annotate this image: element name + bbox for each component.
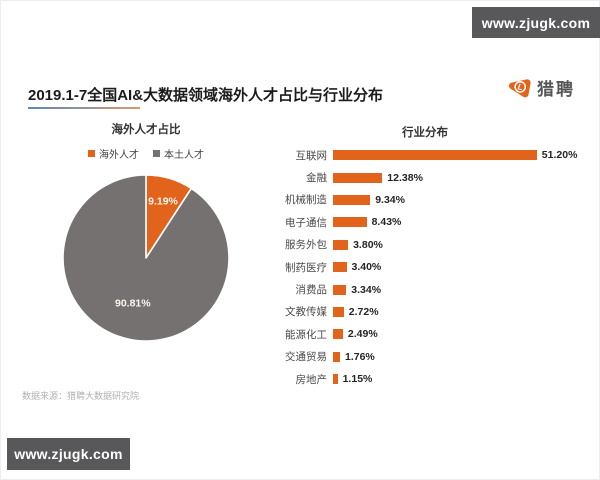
bar-value-label: 8.43% (371, 216, 402, 229)
liepin-logo: L 猎聘 (506, 74, 575, 100)
bar-row: 金融 12.38% (270, 166, 590, 188)
data-source-note: 数据来源：猎聘大数据研究院 (22, 391, 140, 401)
bar-value-label: 51.20% (541, 149, 578, 162)
bar-category-label: 机械制造 (285, 194, 327, 207)
bar (333, 217, 367, 228)
bar-category-label: 房地产 (295, 373, 328, 386)
bar-category-label: 互联网 (295, 149, 328, 162)
bar-value-label: 9.34% (375, 193, 405, 206)
pie-slice-本土人才 (62, 174, 230, 342)
bar-row: 房地产 1.15% (270, 368, 590, 390)
legend-label-overseas: 海外人才 (99, 150, 139, 161)
bar-category-label: 交通贸易 (285, 351, 327, 364)
pie-data-label: 90.81% (115, 298, 151, 310)
bar-category-label: 消费品 (295, 284, 328, 297)
legend-item-domestic: 本土人才 (153, 146, 204, 161)
pie-chart-title: 海外人才占比 (111, 124, 181, 136)
liepin-logo-text: 猎聘 (537, 79, 575, 99)
bar-category-label: 服务外包 (285, 239, 327, 252)
bar-value-label: 12.38% (387, 171, 423, 184)
legend-swatch-overseas (88, 150, 95, 157)
watermark-top: www.zjugk.com (472, 7, 600, 38)
bar (333, 172, 383, 183)
bar (333, 329, 343, 340)
bar-row: 电子通信 8.43% (270, 211, 590, 233)
bar-value-label: 2.49% (347, 328, 378, 341)
bar-category-label: 能源化工 (285, 328, 327, 341)
bar-value-label: 2.72% (348, 305, 379, 318)
bar-value-label: 1.15% (342, 373, 373, 386)
legend-swatch-domestic (153, 150, 160, 157)
pie-legend: 海外人才 本土人才 (0, 146, 292, 161)
bar (333, 239, 349, 250)
bar-row: 交通贸易 1.76% (270, 346, 590, 368)
liepin-logo-icon: L (508, 79, 531, 98)
legend-item-overseas: 海外人才 (88, 146, 139, 161)
bar (333, 284, 347, 295)
page-title: 2019.1-7全国AI&大数据领域海外人才占比与行业分布 (28, 87, 384, 104)
bar-value-label: 3.34% (351, 283, 382, 296)
bar-category-label: 文教传媒 (285, 306, 327, 319)
pie-data-label: 9.19% (148, 196, 178, 208)
bar-value-label: 3.80% (353, 238, 383, 251)
bar (333, 374, 338, 385)
bar (333, 150, 537, 161)
watermark-bottom: www.zjugk.com (7, 438, 130, 470)
legend-label-domestic: 本土人才 (164, 150, 204, 161)
title-underline (28, 107, 140, 109)
liepin-logo-monogram: L (517, 81, 524, 92)
bar-row: 服务外包 3.80% (270, 234, 590, 256)
bar-row: 互联网 51.20% (270, 144, 590, 166)
bar-row: 能源化工 2.49% (270, 323, 590, 345)
bar-chart-title: 行业分布 (402, 127, 448, 139)
bar-row: 消费品 3.34% (270, 278, 590, 300)
bar-row: 文教传媒 2.72% (270, 301, 590, 323)
bar (333, 351, 340, 362)
bar (333, 262, 347, 273)
bar-value-label: 3.40% (351, 261, 382, 274)
bar-row: 机械制造 9.34% (270, 189, 590, 211)
pie-chart: 9.19% 90.81% (62, 174, 230, 342)
bar-category-label: 金融 (306, 172, 327, 185)
bar-category-label: 制药医疗 (285, 261, 327, 274)
bar (333, 306, 344, 317)
bar-category-label: 电子通信 (285, 216, 327, 229)
bar (333, 194, 371, 205)
bar-row: 制药医疗 3.40% (270, 256, 590, 278)
bar-chart: 互联网 51.20% 金融 12.38% 机械制造 9.34% 电子通信 8.43% 服务外包 3… (270, 144, 590, 390)
bar-value-label: 1.76% (345, 350, 375, 363)
